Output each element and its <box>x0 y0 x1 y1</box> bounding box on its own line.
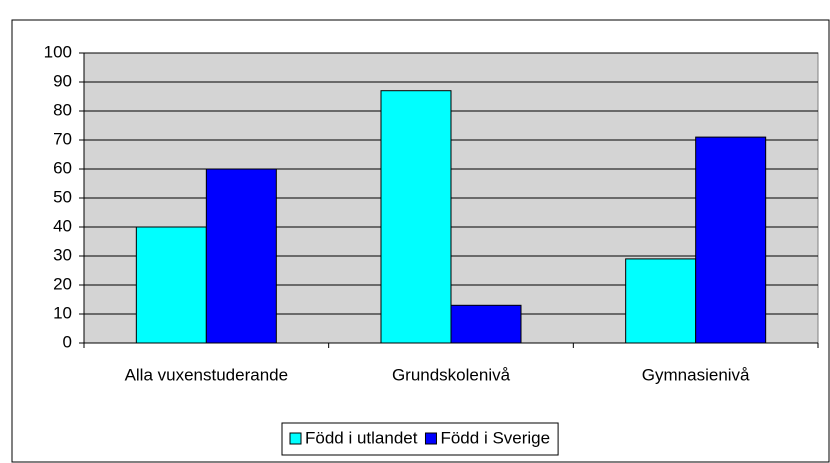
y-tick-label: 30 <box>53 245 72 264</box>
y-tick-label: 50 <box>53 187 72 206</box>
y-tick-label: 70 <box>53 129 72 148</box>
x-tick-label: Gymnasienivå <box>642 365 750 384</box>
y-tick-label: 90 <box>53 71 72 90</box>
legend-label: Född i utlandet <box>305 428 418 447</box>
legend <box>281 422 559 456</box>
y-tick-label: 0 <box>63 332 72 351</box>
legend-swatch <box>424 432 437 445</box>
bar <box>695 136 767 344</box>
bar <box>135 226 207 344</box>
y-tick-label: 20 <box>53 274 72 293</box>
y-tick-label: 10 <box>53 303 72 322</box>
y-tick-label: 80 <box>53 100 72 119</box>
bar <box>380 90 452 344</box>
x-tick-label: Grundskolenivå <box>392 365 511 384</box>
x-tick-label: Alla vuxenstuderande <box>125 365 289 384</box>
legend-label: Född i Sverige <box>440 428 550 447</box>
y-tick-label: 40 <box>53 216 72 235</box>
bar <box>450 304 522 344</box>
y-tick-label: 100 <box>44 42 72 61</box>
bar <box>205 168 277 344</box>
y-tick-label: 60 <box>53 158 72 177</box>
legend-swatch <box>289 432 302 445</box>
bar <box>625 258 697 344</box>
